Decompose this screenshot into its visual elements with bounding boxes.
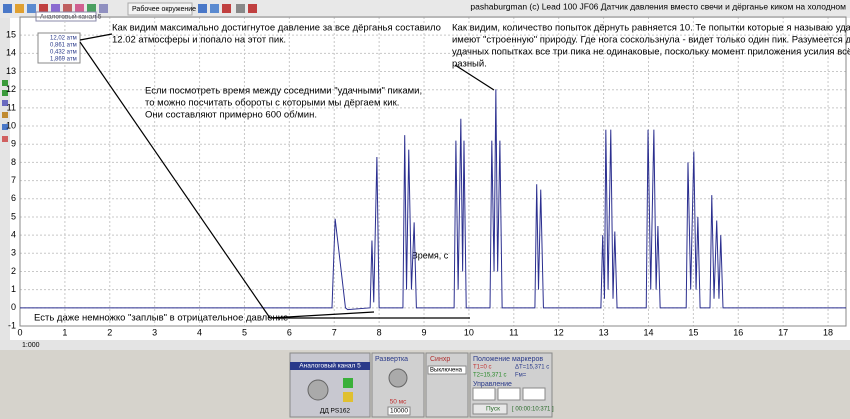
mode-button[interactable] <box>497 387 521 401</box>
y-tick-label: 3 <box>11 248 16 258</box>
x-tick-label: 17 <box>778 327 788 337</box>
samples-field[interactable] <box>387 406 411 416</box>
sync-combo[interactable] <box>427 365 467 375</box>
cursor-readout <box>37 32 81 64</box>
readout-value: 0,861 атм <box>50 43 77 49</box>
control-panel <box>0 350 850 419</box>
channel-button[interactable] <box>343 378 353 388</box>
mode-button[interactable] <box>522 387 546 401</box>
annotation: Они составляют примерно 600 об/мин. <box>145 110 317 121</box>
x-tick-label: 8 <box>377 327 382 337</box>
x-tick-label: 18 <box>823 327 833 337</box>
x-tick-label: 13 <box>599 327 609 337</box>
x-tick-label: 5 <box>242 327 247 337</box>
y-tick-label: 7 <box>11 175 16 185</box>
annotation: Если посмотреть время между соседними "у… <box>145 86 422 97</box>
x-tick-label: 2 <box>107 327 112 337</box>
y-tick-label: 13 <box>6 66 16 76</box>
mode-button[interactable] <box>472 387 496 401</box>
window-title: pashaburgman (c) Lead 100 JF06 Датчик да… <box>470 1 846 11</box>
annotations: Как видим максимально достигнутое давлен… <box>34 23 850 324</box>
x-tick-label: 7 <box>332 327 337 337</box>
panel-sensor: ДД PS162 <box>320 408 351 415</box>
y-tick-label: 5 <box>11 211 16 221</box>
signal-line <box>20 89 846 311</box>
y-tick-label: 1 <box>11 284 16 294</box>
panel-t1: T1=0 с <box>473 365 492 371</box>
annotation: удачных попытках все три пика не одинако… <box>452 47 850 58</box>
annotation: имеют "строенную" природу. Где нога соск… <box>452 35 850 46</box>
y-tick-label: 15 <box>6 30 16 40</box>
panel-timer: [ 00:00:10:371 ] <box>512 407 554 413</box>
channel-button[interactable] <box>343 392 353 402</box>
panel-control: Управление <box>473 381 512 388</box>
y-tick-label: 14 <box>6 48 16 58</box>
x-tick-label: 14 <box>643 327 653 337</box>
x-tick-label: 10 <box>464 327 474 337</box>
panel-fm: Fм= <box>515 373 527 379</box>
side-toolbar <box>0 18 10 340</box>
y-tick-label: 4 <box>11 229 16 239</box>
x-tick-label: 6 <box>287 327 292 337</box>
toolbar-label: Рабочее окружение <box>132 5 196 13</box>
panel-samples: 10000 <box>390 408 408 415</box>
toolbar-combo[interactable] <box>127 2 193 16</box>
x-tick-label: 15 <box>688 327 698 337</box>
y-tick-label: 0 <box>11 302 16 312</box>
panel-start: Пуск <box>486 406 500 413</box>
gain-knob[interactable] <box>307 379 329 401</box>
annotation: 12.02 атмосферы и попало на этот пик. <box>112 35 286 46</box>
x-tick-label: 16 <box>733 327 743 337</box>
toolbar-icons <box>3 4 257 13</box>
y-tick-label: -1 <box>8 320 16 330</box>
annotation: разный. <box>452 59 487 70</box>
panel-sync-mode: Выключена <box>430 368 463 374</box>
y-tick-label: 12 <box>6 84 16 94</box>
panel-markers: Положение маркеров <box>473 356 543 363</box>
y-tick-label: 9 <box>11 139 16 149</box>
y-tick-label: 11 <box>7 102 16 112</box>
panel-t2: T2=15,371 с <box>473 373 507 379</box>
y-tick-label: 10 <box>6 120 16 130</box>
x-tick-label: 4 <box>197 327 202 337</box>
x-axis-label: Время, с <box>412 250 449 260</box>
x-tick-label: 12 <box>554 327 564 337</box>
x-tick-label: 0 <box>17 327 22 337</box>
annotation: Есть даже немножко "заплыв" в отрицатель… <box>34 313 288 324</box>
panel-channel: Аналоговый канал 5 <box>299 362 361 370</box>
panel-sweep: Развертка <box>375 356 408 363</box>
annotation: то можно посчитать обороты с которыми мы… <box>145 98 399 109</box>
annotation-arrows <box>79 33 495 319</box>
sync-box <box>425 352 469 418</box>
readout-value: 0,432 атм <box>50 50 77 56</box>
readout-value: 1,869 атм <box>50 57 77 63</box>
status-page: 1:000 <box>22 342 40 349</box>
x-tick-label: 11 <box>509 327 518 337</box>
sweep-knob[interactable] <box>388 368 408 388</box>
panel-dt: ΔT=15,371 с <box>515 365 549 371</box>
y-tick-label: 8 <box>11 157 16 167</box>
side-icons <box>2 80 8 142</box>
y-tick-label: 2 <box>11 266 16 276</box>
readout-value: 12,02 атм <box>50 36 77 42</box>
annotation: Как видим максимально достигнутое давлен… <box>112 23 441 34</box>
panel-sync: Синхр <box>430 356 450 363</box>
annotation: Как видим, количество попыток дёрнуть ра… <box>452 23 850 34</box>
x-tick-label: 1 <box>62 327 67 337</box>
plot-frame <box>19 16 847 327</box>
status-bar <box>0 340 850 350</box>
start-button[interactable] <box>472 403 508 415</box>
x-tick-label: 9 <box>422 327 427 337</box>
channel-header <box>290 362 370 370</box>
plot: 0 1 2 3 4 5 6 7 8 9 10 11 12 13 14 15 16 17 18-10123456789… <box>6 16 847 337</box>
y-tick-label: 6 <box>11 193 16 203</box>
x-tick-label: 3 <box>152 327 157 337</box>
panel-sweep-value: 50 мс <box>390 399 408 406</box>
